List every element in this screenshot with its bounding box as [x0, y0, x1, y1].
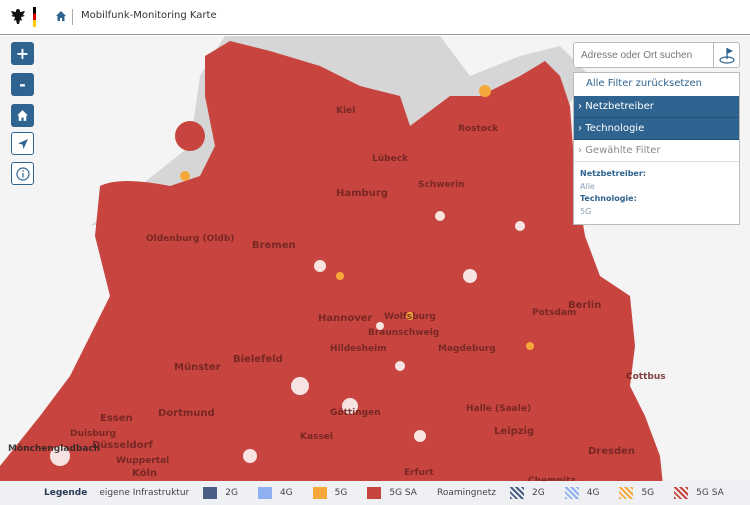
- legend-item: 5G SA: [367, 487, 417, 499]
- city-label: Magdeburg: [438, 344, 496, 354]
- filter-value: Alle: [580, 181, 595, 191]
- swatch-hatched: [619, 487, 634, 499]
- city-label: Leipzig: [494, 426, 535, 437]
- home-view-button[interactable]: [11, 104, 34, 127]
- city-label: Duisburg: [70, 429, 117, 439]
- city-label: Göttingen: [330, 408, 381, 418]
- home-icon: [17, 110, 28, 121]
- legend-group-own: eigene Infrastruktur: [99, 488, 190, 498]
- locate-button[interactable]: [11, 132, 34, 155]
- city-label: Essen: [100, 413, 133, 424]
- city-label: Braunschweig: [368, 328, 440, 338]
- legend-item: 2G: [510, 487, 545, 499]
- swatch-hatched: [510, 487, 525, 499]
- locate-pin-button[interactable]: [713, 43, 739, 67]
- federal-eagle-icon: [11, 9, 25, 24]
- city-label: Wolfsburg: [384, 312, 436, 322]
- city-label: Kassel: [300, 432, 333, 442]
- legend-item: 4G: [564, 487, 599, 499]
- city-label: Bielefeld: [233, 354, 283, 365]
- city-label: Rostock: [458, 124, 499, 134]
- city-label: Dortmund: [158, 408, 215, 419]
- legend-item: 4G: [257, 487, 293, 499]
- city-label: Oldenburg (Oldb): [146, 234, 235, 244]
- legend: Legende eigene Infrastruktur 2G 4G 5G 5G…: [0, 481, 750, 505]
- city-label: Dresden: [588, 446, 636, 457]
- info-icon: [15, 166, 30, 181]
- filter-section-technologie[interactable]: › Technologie: [574, 118, 739, 140]
- legend-group-roaming: Roamingnetz: [436, 488, 497, 498]
- chosen-filters-toggle[interactable]: › Gewählte Filter: [574, 140, 739, 162]
- city-label: Lübeck: [372, 154, 409, 164]
- legend-item: 5G SA: [674, 487, 724, 499]
- section-label: Netzbetreiber: [585, 101, 654, 112]
- legend-item: 5G: [312, 487, 347, 499]
- divider: [72, 9, 73, 25]
- city-label: Hannover: [318, 313, 373, 324]
- city-label: Münster: [174, 362, 221, 373]
- filter-section-netzbetreiber[interactable]: › Netzbetreiber: [574, 96, 739, 118]
- filter-key: Technologie:: [580, 194, 637, 203]
- city-label: Düsseldorf: [92, 440, 153, 451]
- city-label: Cottbus: [626, 372, 666, 382]
- zoom-out-button[interactable]: -: [11, 73, 34, 96]
- coverage-island: [175, 121, 205, 151]
- address-search: [573, 42, 740, 68]
- city-label: Berlin: [568, 300, 602, 311]
- swatch: [367, 487, 382, 499]
- coverage-gaps: [21, 211, 525, 500]
- german-flag: [33, 7, 36, 27]
- info-button[interactable]: [11, 162, 34, 185]
- flag-pin-icon: [718, 48, 735, 64]
- coverage-layer: [0, 36, 665, 505]
- coverage-5g-spots: [180, 85, 534, 350]
- city-label: Köln: [132, 468, 157, 479]
- selected-filters: Netzbetreiber: Alle Technologie: 5G: [574, 162, 739, 224]
- reset-filters-button[interactable]: Alle Filter zurücksetzen: [586, 78, 703, 89]
- section-label: Technologie: [585, 123, 645, 134]
- swatch: [257, 487, 272, 499]
- city-label: Hamburg: [336, 188, 388, 199]
- swatch-hatched: [674, 487, 689, 499]
- location-arrow-icon: [17, 138, 28, 149]
- swatch: [203, 487, 218, 499]
- page-title: Mobilfunk-Monitoring Karte: [81, 10, 217, 21]
- city-label: Wuppertal: [116, 456, 170, 466]
- city-label: Schwerin: [418, 180, 465, 190]
- home-icon[interactable]: [55, 10, 67, 22]
- city-label: Erfurt: [404, 468, 434, 478]
- legend-title: Legende: [44, 488, 88, 498]
- city-label: Potsdam: [532, 308, 577, 318]
- zoom-in-button[interactable]: +: [11, 42, 34, 65]
- filter-key: Netzbetreiber:: [580, 169, 646, 178]
- search-input[interactable]: [574, 43, 714, 67]
- city-label: Bremen: [252, 240, 296, 251]
- section-label: Gewählte Filter: [585, 145, 661, 156]
- city-label: Mönchengladbach: [8, 444, 101, 454]
- swatch: [312, 487, 327, 499]
- header: Mobilfunk-Monitoring Karte: [0, 0, 750, 35]
- coverage-area: [0, 41, 665, 505]
- city-label: Halle (Saale): [466, 404, 532, 414]
- filter-value: 5G: [580, 206, 592, 216]
- legend-item: 5G: [619, 487, 654, 499]
- city-label: Hildesheim: [330, 344, 387, 354]
- city-label: Kiel: [336, 106, 356, 116]
- filter-panel: Alle Filter zurücksetzen › Netzbetreiber…: [573, 72, 740, 225]
- legend-item: 2G: [203, 487, 238, 499]
- swatch-hatched: [564, 487, 579, 499]
